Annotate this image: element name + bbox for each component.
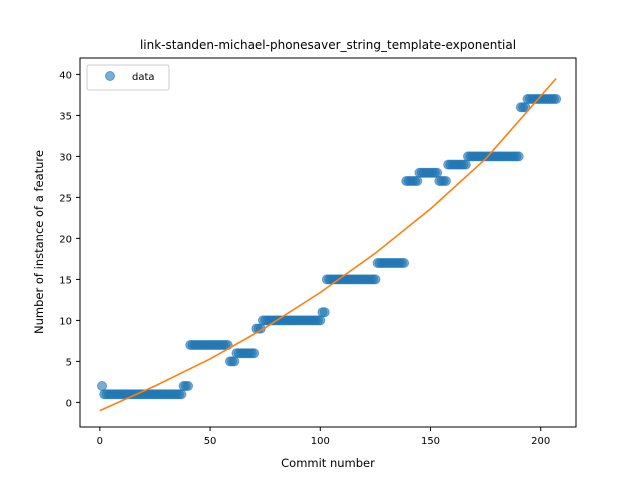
x-tick-label: 0 xyxy=(97,436,103,447)
data-point xyxy=(440,176,451,186)
plot-area xyxy=(97,77,562,412)
x-tick-label: 100 xyxy=(311,436,330,447)
legend-box xyxy=(86,64,170,91)
data-point xyxy=(183,381,194,391)
y-tick-label: 30 xyxy=(59,152,72,163)
y-tick-label: 35 xyxy=(59,111,72,122)
data-point xyxy=(315,315,326,326)
x-axis-label: Commit number xyxy=(281,456,375,470)
fit-line xyxy=(99,77,557,412)
x-tick-label: 200 xyxy=(531,436,550,447)
data-point xyxy=(319,307,330,318)
legend-marker-data xyxy=(105,71,115,81)
y-tick-label: 25 xyxy=(59,193,72,204)
data-point xyxy=(460,159,471,170)
data-point xyxy=(249,348,260,359)
y-axis-label: Number of instance of a feature xyxy=(32,150,46,334)
x-tick-label: 150 xyxy=(421,436,440,447)
y-tick-label: 15 xyxy=(59,275,72,286)
data-point xyxy=(513,151,524,162)
chart-title: link-standen-michael-phonesaver_string_t… xyxy=(140,38,516,52)
legend-label-data: data xyxy=(132,72,155,83)
data-point xyxy=(551,94,562,104)
data-point xyxy=(399,258,410,268)
x-axis: 0 50 100 150 200 xyxy=(97,427,550,447)
legend: data xyxy=(86,64,170,91)
axes-frame xyxy=(79,57,577,428)
x-tick-label: 50 xyxy=(204,436,217,447)
y-tick-label: 20 xyxy=(59,234,72,245)
y-tick-label: 40 xyxy=(59,70,72,81)
data-point xyxy=(176,389,187,400)
data-point xyxy=(370,274,381,285)
data-point xyxy=(412,176,423,186)
y-tick-label: 10 xyxy=(59,316,72,327)
y-tick-label: 5 xyxy=(66,357,72,368)
data-point xyxy=(229,356,240,367)
data-point xyxy=(97,381,108,391)
y-axis: 0 5 10 15 20 25 30 35 40 xyxy=(59,70,80,409)
y-tick-label: 0 xyxy=(66,398,72,409)
data-point xyxy=(432,167,443,178)
